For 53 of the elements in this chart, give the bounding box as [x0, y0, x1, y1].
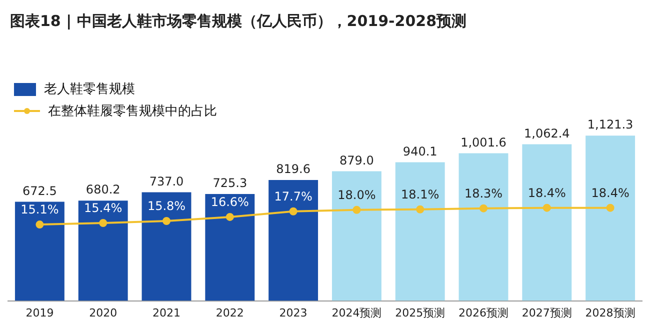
x-tick-label: 2024预测 — [332, 306, 382, 320]
data-label: 16.6% — [210, 195, 249, 210]
data-label: 18.4% — [591, 186, 630, 200]
bar — [395, 162, 445, 301]
data-label: 725.3 — [212, 176, 248, 190]
bar — [205, 194, 255, 301]
bar — [14, 202, 64, 301]
point — [606, 204, 614, 212]
point — [226, 212, 234, 221]
data-label: 819.6 — [276, 162, 310, 176]
data-label: 879.0 — [340, 153, 374, 168]
data-label: 737.0 — [149, 174, 184, 188]
x-tick-label: 2028预测 — [585, 306, 636, 320]
data-label: 15.8% — [147, 199, 186, 214]
point — [99, 219, 108, 228]
data-label: 680.2 — [86, 182, 120, 197]
x-tick-label: 2027预测 — [522, 306, 572, 320]
bar — [522, 144, 572, 301]
point — [352, 206, 361, 214]
data-label: 672.5 — [22, 184, 57, 198]
point — [36, 220, 44, 229]
point — [162, 216, 170, 225]
data-label: 1,001.6 — [460, 135, 506, 150]
x-tick-label: 2022 — [216, 306, 244, 320]
bar — [332, 171, 382, 301]
x-tick-label: 2025预测 — [395, 306, 446, 320]
x-tick-label: 2020 — [89, 306, 118, 320]
data-label: 15.4% — [84, 201, 122, 216]
bar — [268, 180, 318, 301]
x-tick-label: 2023 — [279, 306, 308, 320]
data-label: 18.3% — [464, 186, 503, 200]
data-label: 1,062.4 — [524, 126, 570, 140]
point — [542, 204, 551, 212]
x-tick-label: 2021 — [152, 306, 180, 320]
point — [416, 205, 424, 214]
data-label: 15.1% — [20, 202, 59, 217]
bar — [586, 136, 636, 301]
bar — [142, 192, 192, 301]
data-label: 18.4% — [528, 186, 566, 200]
data-label: 1,121.3 — [587, 118, 634, 132]
x-tick-label: 2019 — [26, 306, 54, 320]
data-label: 17.7% — [274, 190, 312, 204]
legend-label: 在整体鞋履零售规模中的占比 — [48, 103, 217, 120]
data-label: 18.0% — [338, 188, 376, 202]
data-label: 18.1% — [401, 187, 440, 202]
chart-title: 图表18 | 中国老人鞋市场零售规模（亿人民币），2019-2028预测 — [10, 12, 467, 31]
data-label: 940.1 — [402, 144, 438, 158]
x-tick-label: 2026预测 — [458, 306, 508, 320]
point — [480, 204, 488, 212]
legend-label: 老人鞋零售规模 — [44, 81, 135, 98]
bar — [458, 153, 508, 301]
bar — [78, 200, 128, 301]
point — [289, 207, 298, 216]
